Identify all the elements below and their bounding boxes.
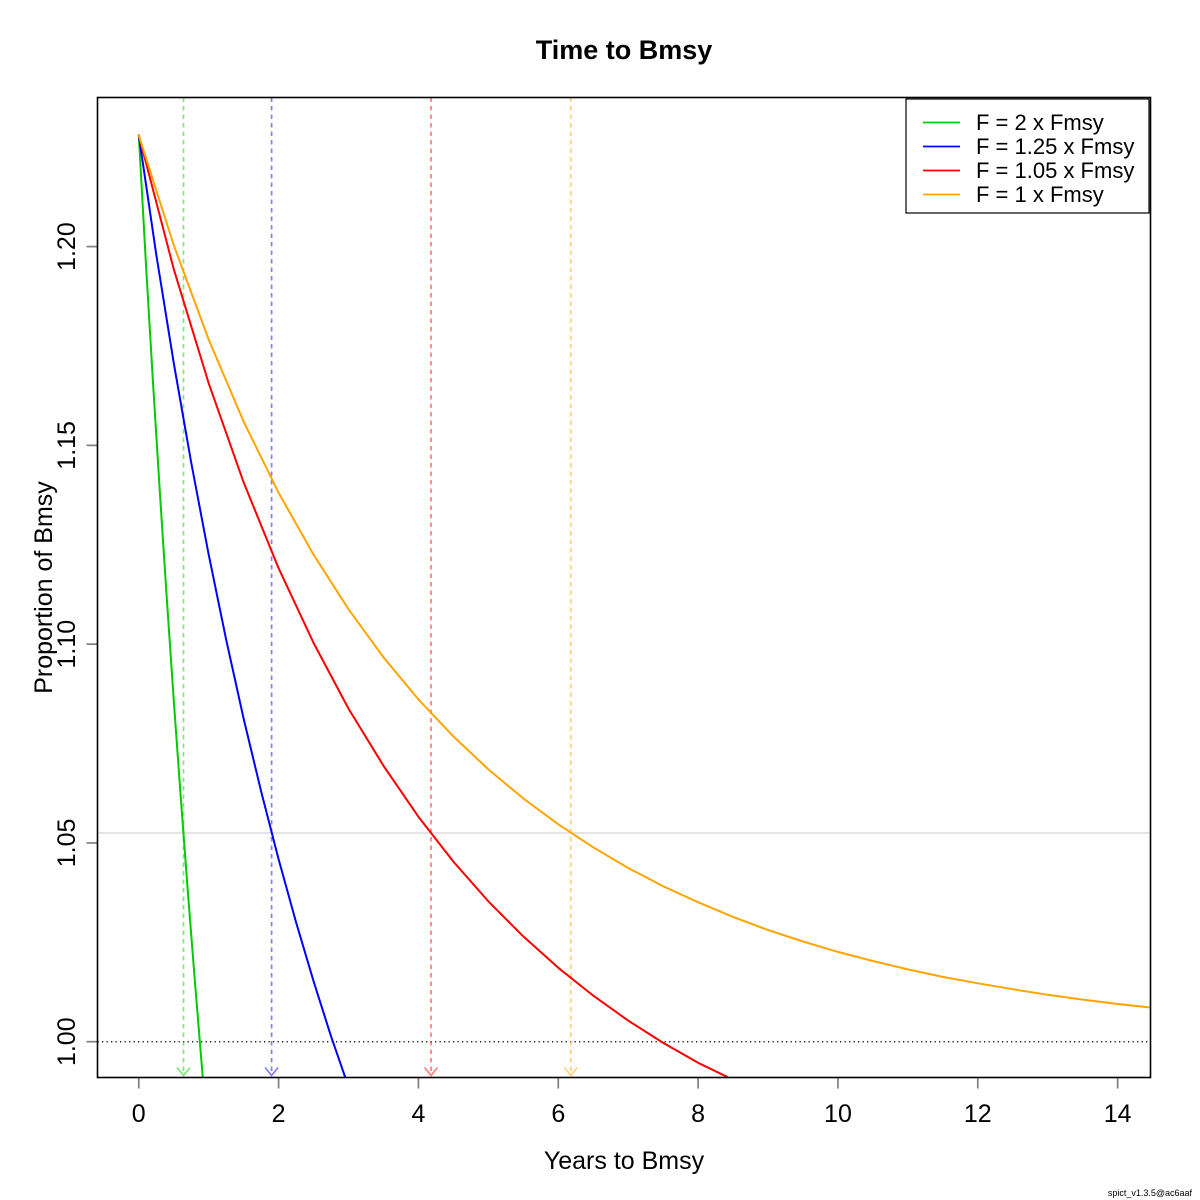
time-to-bmsy-arrow-f-1x-fmsy-head: [563, 1066, 579, 1077]
x-axis-title: Years to Bmsy: [544, 1147, 705, 1175]
x-axis-tick-label: 8: [691, 1100, 705, 1128]
x-axis-tick-label: 10: [824, 1100, 852, 1128]
reference-lines-layer: [97, 832, 1151, 1043]
version-watermark: spict_v1.3.5@ac6aaf: [1108, 1188, 1193, 1198]
x-axis-tick-label: 4: [411, 1100, 425, 1128]
legend-label: F = 1.05 x Fmsy: [976, 158, 1134, 183]
curve-f-1x-fmsy: [137, 134, 1151, 1009]
y-axis-tick-label: 1.05: [53, 819, 81, 868]
time-to-bmsy-arrows-layer: [176, 97, 579, 1077]
legend-label: F = 2 x Fmsy: [976, 110, 1104, 135]
plot-border: [96, 96, 1152, 1079]
x-axis-tick-label: 0: [132, 1100, 146, 1128]
x-axis-tick-label: 14: [1104, 1100, 1132, 1128]
x-axis-tick-label: 6: [551, 1100, 565, 1128]
curves-layer: [137, 134, 1151, 1078]
y-axis-tick-label: 1.15: [53, 421, 81, 470]
time-to-bmsy-arrow-f-1.25x-fmsy-head: [264, 1066, 279, 1077]
time-to-bmsy-arrow-f-2x-fmsy-head: [176, 1066, 191, 1077]
legend: F = 2 x Fmsy F = 1.25 x Fmsy F = 1.05 x …: [905, 98, 1150, 214]
x-axis-tick-label: 12: [964, 1100, 992, 1128]
y-axis-tick-label: 1.00: [53, 1017, 81, 1066]
y-axis-tick-label: 1.10: [53, 620, 81, 669]
y-axis-title: Proportion of Bmsy: [30, 481, 58, 694]
legend-label: F = 1.25 x Fmsy: [976, 134, 1134, 159]
x-axis-tick-label: 2: [272, 1100, 286, 1128]
plot-title: Time to Bmsy: [536, 35, 713, 65]
time-to-bmsy-arrow-f-1.05x-fmsy-head: [423, 1066, 439, 1077]
y-axis-tick-label: 1.20: [53, 222, 81, 271]
axes-layer: 0 2 4 6 8 10 12 14 1.00 1.05 1.10 1.15 1.20: [53, 222, 1132, 1128]
legend-label: F = 1 x Fmsy: [976, 182, 1104, 207]
curve-f-1.25x-fmsy: [137, 134, 346, 1078]
curve-f-2x-fmsy: [137, 134, 204, 1078]
curve-f-1.05x-fmsy: [137, 134, 728, 1078]
